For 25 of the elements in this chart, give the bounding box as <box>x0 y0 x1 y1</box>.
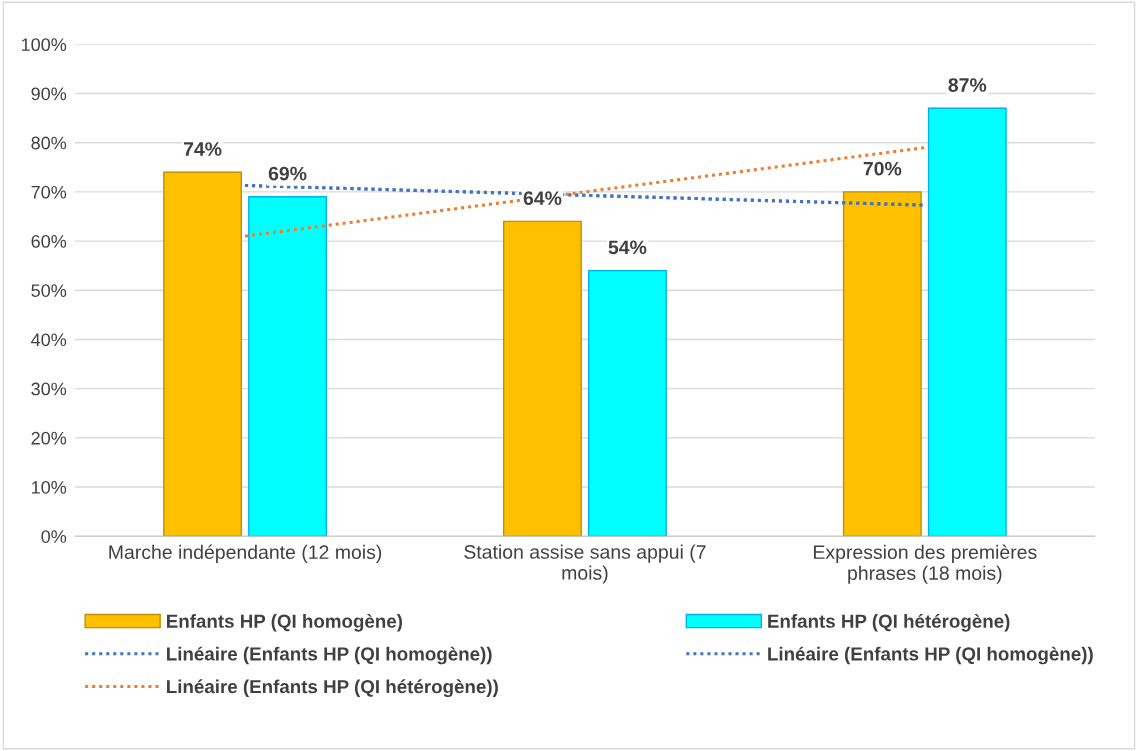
data-label: 69% <box>268 166 307 181</box>
data-label: 74% <box>183 142 222 156</box>
y-tick-label: 10% <box>32 480 67 494</box>
y-tick-label: 20% <box>31 431 67 445</box>
x-tick-label: Station assise sans appui (7 mois) <box>464 544 706 584</box>
data-label: 87% <box>948 78 987 92</box>
legend-label: Linéaire (Enfants HP (QI hétérogène)) <box>167 679 498 698</box>
legend-label: Enfants HP (QI homogène) <box>167 613 403 632</box>
legend-label: Linéaire (Enfants HP (QI homogène)) <box>768 646 1093 665</box>
y-tick-label: 0% <box>41 530 67 543</box>
y-tick-label: 60% <box>31 235 67 248</box>
y-tick-label: 40% <box>31 333 67 347</box>
y-tick-label: 100% <box>21 38 67 52</box>
data-label: 70% <box>863 161 902 176</box>
data-label: 54% <box>608 240 647 255</box>
y-tick-label: 70% <box>31 185 67 199</box>
y-tick-label: 80% <box>31 136 67 150</box>
y-tick-label: 30% <box>31 382 67 396</box>
legend-label: Linéaire (Enfants HP (QI homogène)) <box>167 646 492 665</box>
legend-label: Enfants HP (QI hétérogène) <box>768 613 1010 632</box>
y-tick-label: 50% <box>31 284 67 297</box>
y-tick-label: 90% <box>31 87 67 101</box>
x-tick-label: Marche indépendante (12 mois) <box>109 544 382 563</box>
data-label: 64% <box>523 191 562 206</box>
x-tick-label: Expression des premières phrases (18 mois) <box>814 544 1037 584</box>
